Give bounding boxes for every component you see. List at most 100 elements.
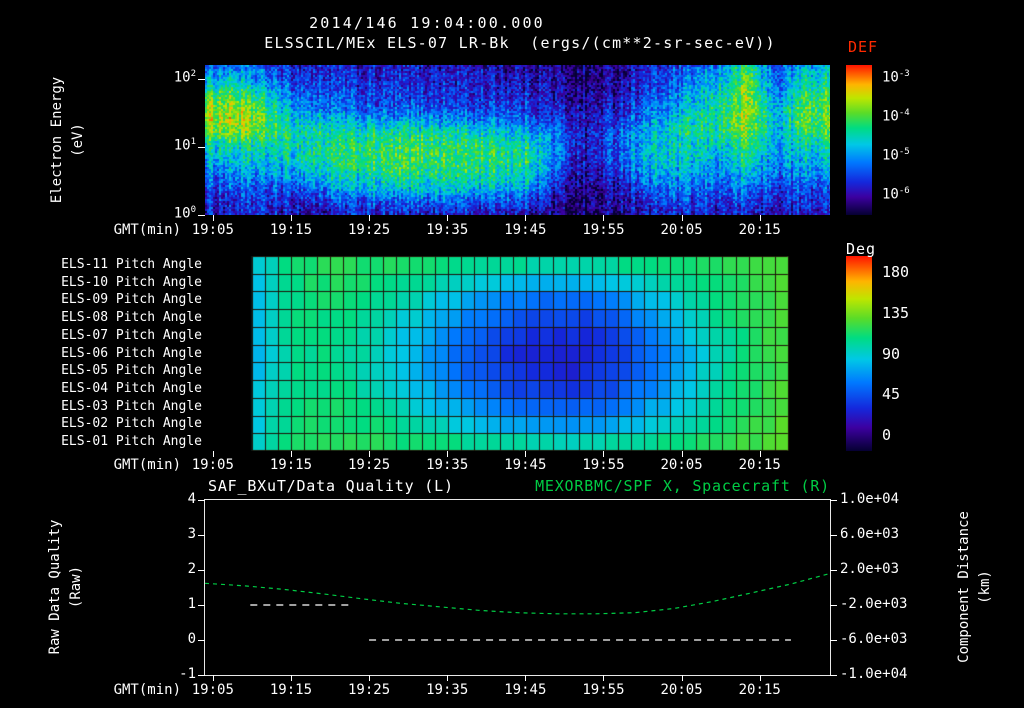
bottom-right-y-tick-label: 2.0e+03 bbox=[840, 561, 900, 577]
bottom-title-right: MEXORBMC/SPF X, Spacecraft (R) bbox=[535, 477, 830, 495]
bottom-left-axis-title-line2: (Raw) bbox=[68, 565, 84, 609]
bottom-left-y-tick bbox=[198, 675, 205, 676]
x-tick bbox=[759, 451, 761, 457]
bottom-right-axis-title-line2: (km) bbox=[977, 570, 993, 604]
x-tick-label: 19:45 bbox=[504, 222, 547, 238]
bottom-left-y-tick bbox=[198, 500, 205, 501]
def-colorbar bbox=[846, 65, 872, 215]
title-gap bbox=[510, 34, 530, 52]
x-tick-label: 19:55 bbox=[582, 682, 625, 698]
deg-colorbar-tick-label: 180 bbox=[882, 262, 910, 281]
x-tick-label: 20:05 bbox=[660, 682, 703, 698]
x-tick bbox=[447, 675, 449, 681]
x-tick-label: 19:55 bbox=[582, 222, 625, 238]
x-tick-label: 19:05 bbox=[191, 682, 234, 698]
deg-colorbar-tick-label: 45 bbox=[882, 385, 901, 404]
x-tick bbox=[603, 675, 605, 681]
x-tick bbox=[369, 451, 371, 457]
bottom-left-y-tick-label: 2 bbox=[187, 561, 196, 577]
bottom-left-y-tick bbox=[198, 640, 205, 641]
x-axis-title: GMT(min) bbox=[113, 682, 181, 698]
x-tick bbox=[369, 215, 371, 221]
bottom-right-axis-title-line1: Component Distance bbox=[956, 511, 972, 663]
x-tick bbox=[603, 451, 605, 457]
pitch-row-label: ELS-03 Pitch Angle bbox=[61, 398, 202, 414]
y-tick bbox=[198, 215, 205, 216]
x-tick-label: 19:35 bbox=[426, 222, 469, 238]
pitch-row-label: ELS-06 Pitch Angle bbox=[61, 345, 202, 361]
x-tick bbox=[290, 451, 292, 457]
bottom-left-y-tick-label: 4 bbox=[187, 491, 196, 507]
bottom-right-axis-title: Component Distance (km) bbox=[954, 511, 996, 663]
def-colorbar-tick-label: 10-4 bbox=[882, 107, 910, 125]
x-tick bbox=[290, 675, 292, 681]
bottom-right-y-tick-label: 1.0e+04 bbox=[840, 491, 900, 507]
deg-colorbar-tick-label: 90 bbox=[882, 344, 901, 363]
deg-colorbar-tick-label: 0 bbox=[882, 426, 892, 445]
x-tick-label: 19:15 bbox=[269, 222, 313, 238]
x-tick-label: 20:15 bbox=[738, 457, 781, 473]
x-tick-label: 20:05 bbox=[660, 457, 703, 473]
bottom-right-y-tick-label: 6.0e+03 bbox=[840, 526, 900, 542]
x-tick-label: 19:45 bbox=[504, 457, 547, 473]
x-tick-label: 19:05 bbox=[191, 457, 234, 473]
spectrogram-y-axis-title-line2: (eV) bbox=[70, 123, 86, 157]
pitch-row-label: ELS-11 Pitch Angle bbox=[61, 256, 202, 272]
bottom-left-axis-title: Raw Data Quality (Raw) bbox=[45, 520, 87, 655]
quality-distance-plot bbox=[205, 572, 830, 641]
pitch-row-label: ELS-08 Pitch Angle bbox=[61, 310, 202, 326]
y-tick-label: 101 bbox=[173, 136, 196, 154]
x-tick-label: 19:15 bbox=[269, 682, 313, 698]
x-tick bbox=[212, 675, 214, 681]
bottom-right-y-tick bbox=[830, 500, 837, 501]
bottom-right-y-tick bbox=[830, 640, 837, 641]
x-tick bbox=[681, 451, 683, 457]
x-tick-label: 19:55 bbox=[582, 457, 625, 473]
bottom-right-y-tick bbox=[830, 535, 837, 536]
pitch-row-label: ELS-07 Pitch Angle bbox=[61, 327, 202, 343]
x-tick-label: 20:15 bbox=[738, 682, 781, 698]
bottom-left-y-tick bbox=[198, 570, 205, 571]
x-tick bbox=[681, 215, 683, 221]
y-tick bbox=[198, 146, 205, 148]
x-tick bbox=[681, 675, 683, 681]
x-tick bbox=[759, 215, 761, 221]
x-tick-label: 19:25 bbox=[347, 222, 391, 238]
x-tick bbox=[525, 675, 527, 681]
deg-colorbar-tick-label: 135 bbox=[882, 303, 910, 322]
x-tick-label: 19:35 bbox=[426, 682, 469, 698]
pitch-row-label: ELS-04 Pitch Angle bbox=[61, 380, 202, 396]
instrument-name: ELSSCIL/MEx ELS-07 LR-Bk bbox=[264, 34, 510, 52]
bottom-left-y-tick-label: 1 bbox=[187, 596, 196, 612]
x-axis-title: GMT(min) bbox=[113, 457, 181, 473]
y-tick-label: 102 bbox=[173, 68, 196, 86]
x-tick bbox=[603, 215, 605, 221]
x-tick-label: 19:15 bbox=[269, 457, 313, 473]
pitch-row-label: ELS-01 Pitch Angle bbox=[61, 434, 202, 450]
y-tick-label: 100 bbox=[173, 205, 196, 222]
bottom-right-y-tick bbox=[830, 605, 837, 606]
bottom-plot-frame bbox=[204, 499, 831, 676]
bottom-right-y-tick-label: -1.0e+04 bbox=[840, 666, 908, 682]
pitch-angle-heatmap bbox=[205, 256, 830, 451]
pitch-row-label: ELS-02 Pitch Angle bbox=[61, 416, 202, 432]
x-tick bbox=[212, 451, 214, 457]
spectrogram-y-axis-title: Electron Energy (eV) bbox=[47, 77, 89, 203]
x-tick bbox=[369, 675, 371, 681]
bottom-left-y-tick bbox=[198, 535, 205, 536]
units-label: (ergs/(cm**2-sr-sec-eV)) bbox=[530, 34, 776, 52]
x-tick-label: 19:25 bbox=[347, 457, 391, 473]
x-tick-label: 19:25 bbox=[347, 682, 391, 698]
x-tick bbox=[290, 215, 292, 221]
page-title-instrument-line: ELSSCIL/MEx ELS-07 LR-Bk (ergs/(cm**2-sr… bbox=[264, 34, 776, 52]
def-colorbar-tick-label: 10-6 bbox=[882, 185, 910, 203]
bottom-title-left: SAF_BXuT/Data Quality (L) bbox=[208, 477, 454, 495]
x-tick bbox=[525, 215, 527, 221]
page-title-date: 2014/146 19:04:00.000 bbox=[309, 14, 545, 32]
x-tick bbox=[447, 451, 449, 457]
bottom-left-y-tick bbox=[198, 605, 205, 606]
bottom-left-y-tick-label: 3 bbox=[187, 526, 196, 542]
spacecraft-distance-line bbox=[205, 572, 830, 615]
bottom-right-y-tick-label: -2.0e+03 bbox=[840, 596, 908, 612]
def-colorbar-tick-label: 10-5 bbox=[882, 146, 910, 164]
